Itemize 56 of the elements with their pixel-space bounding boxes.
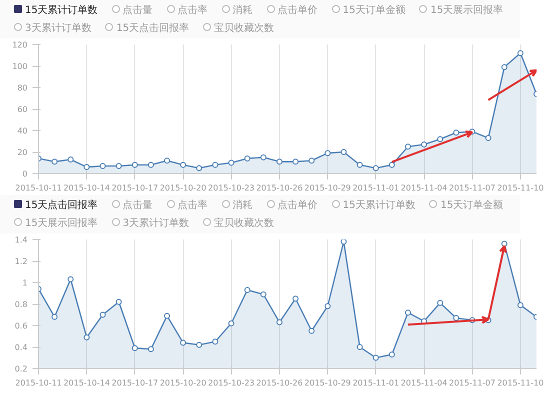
text: 15天点击回报率 [115, 22, 190, 36]
text: 点击单价 [276, 4, 318, 18]
text: 15天累计订单数 [342, 199, 416, 213]
text: 点击率 [176, 4, 208, 18]
x-tick-label: 2015-10-11 [15, 378, 62, 388]
x-tick-label: 2015-11-01 [352, 184, 400, 192]
y-tick-label: 0.4 [14, 343, 28, 352]
y-tick-label: 40 [17, 126, 28, 136]
x-tick-label: 2015-10-29 [304, 378, 351, 388]
x-tick-label: 2015-10-17 [112, 378, 158, 388]
text: 3天累计订单数 [122, 217, 190, 232]
x-tick-label: 2015-10-14 [63, 184, 110, 192]
y-tick-label: 20 [17, 148, 28, 157]
x-tick-label: 2015-10-26 [256, 184, 303, 192]
y-tick-label: 1.2 [14, 257, 28, 266]
x-tick-label: 2015-10-23 [208, 378, 255, 388]
y-tick-label: 1 [22, 278, 28, 288]
text: 15天展示回报率 [24, 217, 98, 232]
y-tick-label: 0 [22, 170, 28, 178]
x-tick-label: 2015-11-07 [448, 184, 496, 192]
x-tick-label: 2015-11-07 [448, 378, 496, 388]
x-tick-label: 2015-10-23 [208, 184, 255, 192]
y-tick-label: 1.4 [14, 236, 28, 244]
x-tick-label: 2015-10-26 [256, 378, 303, 388]
text: 15天订单金额 [342, 4, 406, 18]
x-tick-label: 2015-11-10 [497, 184, 544, 192]
text: 点击量 [122, 199, 153, 213]
x-tick-label: 2015-11-01 [352, 378, 400, 388]
y-tick-label: 60 [17, 105, 28, 114]
text: 点击单价 [276, 199, 318, 213]
text: 15天展示回报率 [429, 4, 504, 18]
x-tick-label: 2015-11-04 [400, 378, 448, 388]
x-tick-label: 2015-10-29 [304, 184, 351, 192]
text: 3天累计订单数 [24, 22, 92, 36]
x-tick-label: 2015-10-17 [112, 184, 158, 192]
text: 宝贝收藏次数 [213, 22, 274, 36]
y-tick-label: 0.2 [14, 364, 28, 374]
x-tick-label: 2015-10-20 [160, 184, 206, 192]
y-tick-label: 80 [17, 84, 28, 92]
y-tick-label: 0.6 [14, 322, 28, 330]
y-tick-label: 0.8 [14, 300, 28, 309]
text: 消耗 [232, 199, 253, 213]
text: 15天点击回报率 [24, 199, 98, 213]
x-tick-label: 2015-11-04 [400, 184, 448, 192]
y-tick-label: 100 [12, 62, 28, 71]
y-tick-label: 120 [12, 40, 28, 50]
x-tick-label: 2015-10-20 [160, 378, 206, 388]
x-tick-label: 2015-10-11 [15, 184, 62, 192]
text: 消耗 [232, 4, 253, 18]
x-tick-label: 2015-11-10 [497, 378, 544, 388]
text: 点击率 [176, 199, 208, 213]
x-tick-label: 2015-10-14 [63, 378, 110, 388]
text: 宝贝收藏次数 [213, 217, 274, 232]
text: 15天订单金额 [439, 199, 504, 213]
text: 15天累计订单数 [24, 4, 98, 18]
text: 点击量 [122, 4, 153, 18]
